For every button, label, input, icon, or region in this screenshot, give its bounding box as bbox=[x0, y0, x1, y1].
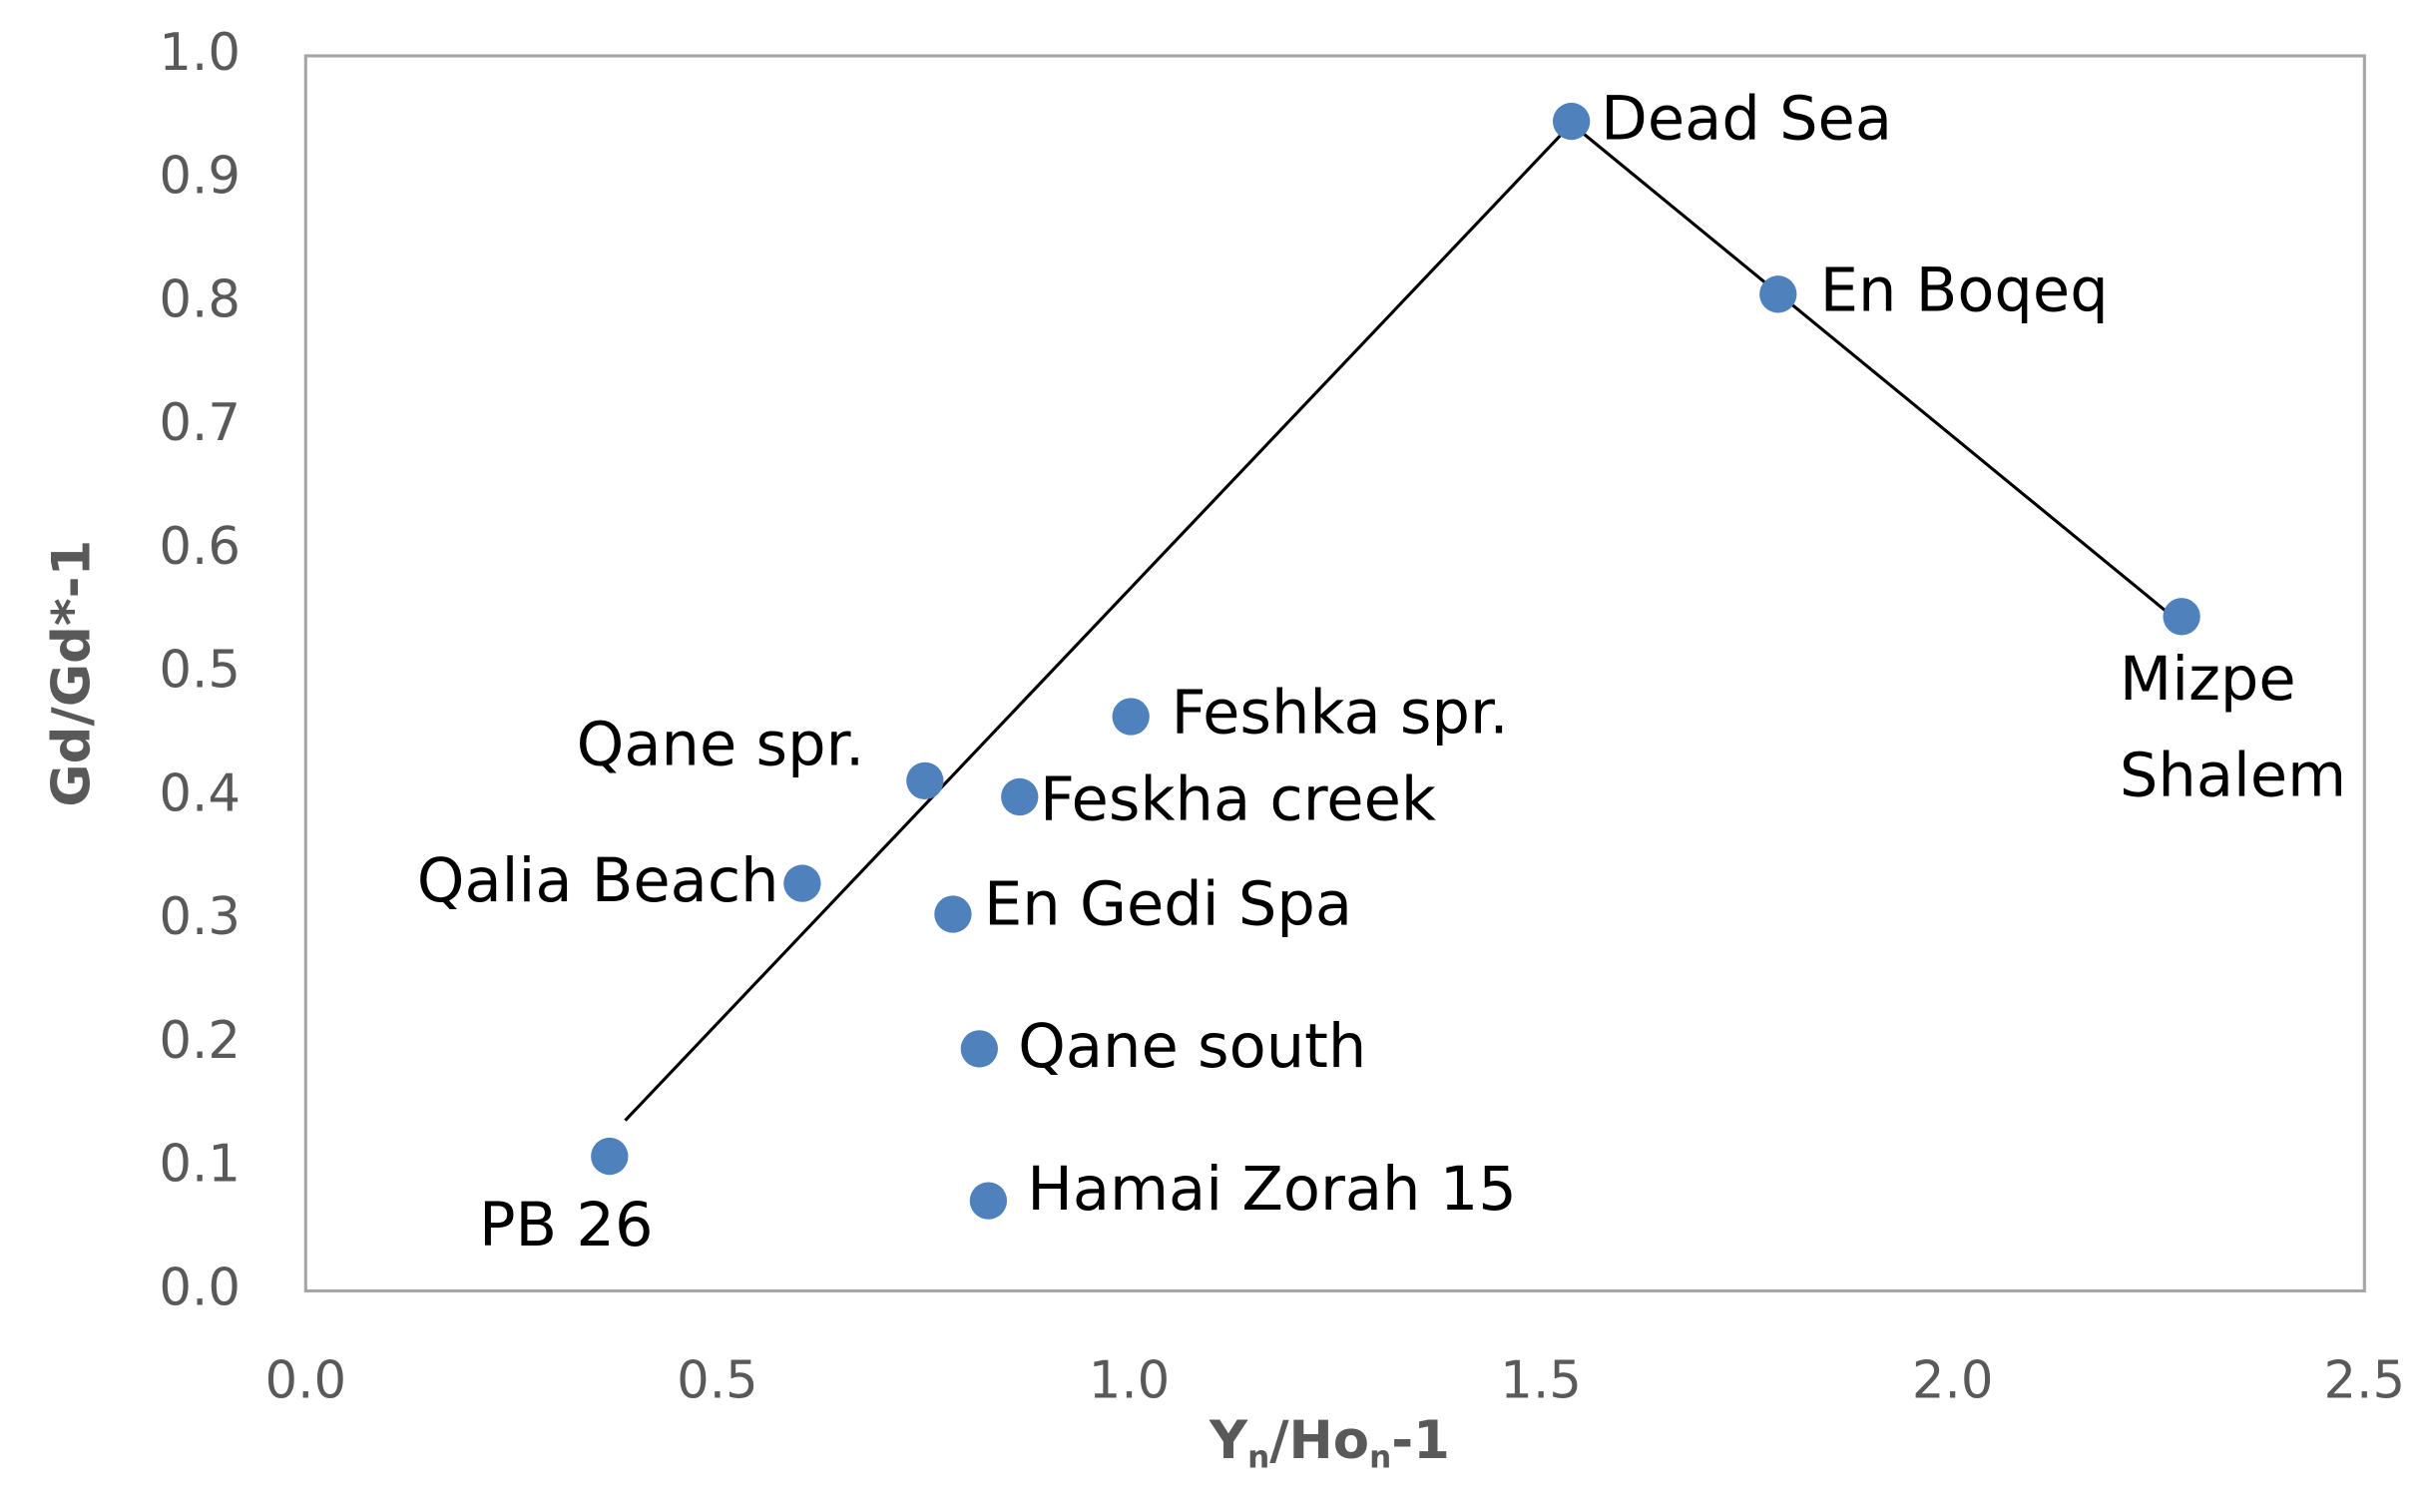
y-axis-title: Gd/Gd*-1 bbox=[41, 540, 102, 807]
y-tick-label: 0.7 bbox=[159, 393, 241, 453]
point bbox=[1112, 698, 1150, 736]
point-label: Qalia Beach bbox=[417, 846, 779, 916]
x-axis-title: Yn/Hon-1 bbox=[1209, 1409, 1450, 1475]
point-label: Shalem bbox=[2120, 742, 2346, 811]
point-label: Feskha creek bbox=[1040, 764, 1436, 834]
point-label: Qane south bbox=[1018, 1012, 1366, 1082]
x-tick-label: 0.0 bbox=[265, 1351, 347, 1411]
y-tick-label: 0.0 bbox=[159, 1258, 241, 1317]
y-tick-label: 0.6 bbox=[159, 517, 241, 577]
point-label: Qane spr. bbox=[577, 710, 865, 779]
point bbox=[960, 1030, 998, 1068]
x-axis-title-part: n bbox=[1369, 1439, 1391, 1475]
point bbox=[1001, 777, 1039, 816]
x-tick-label: 0.5 bbox=[677, 1351, 758, 1411]
y-tick-label: 1.0 bbox=[159, 23, 241, 83]
point-label: Hamai Zorah 15 bbox=[1027, 1155, 1517, 1225]
y-tick-label: 0.8 bbox=[159, 269, 241, 329]
plot-frame bbox=[303, 54, 2366, 1293]
x-tick-label: 1.0 bbox=[1089, 1351, 1171, 1411]
x-axis-title-part: /Ho bbox=[1269, 1409, 1369, 1470]
y-tick-label: 0.5 bbox=[159, 641, 241, 701]
point bbox=[783, 864, 821, 902]
point-label: PB 26 bbox=[479, 1191, 654, 1260]
y-tick-label: 0.4 bbox=[159, 763, 241, 823]
x-tick-label: 1.5 bbox=[1500, 1351, 1582, 1411]
point-label: En Gedi Spa bbox=[984, 869, 1352, 939]
point bbox=[934, 895, 972, 933]
x-tick-label: 2.5 bbox=[2324, 1351, 2406, 1411]
y-tick-label: 0.2 bbox=[159, 1011, 241, 1071]
point-label: Mizpe bbox=[2120, 645, 2296, 715]
point bbox=[2163, 598, 2200, 636]
point-label: Dead Sea bbox=[1601, 85, 1892, 155]
x-axis-title-part: n bbox=[1247, 1439, 1269, 1475]
point bbox=[591, 1137, 629, 1176]
x-axis-title-part: Y bbox=[1209, 1409, 1248, 1470]
point-label: Feshka spr. bbox=[1172, 679, 1509, 749]
point bbox=[1759, 275, 1797, 313]
y-tick-label: 0.9 bbox=[159, 147, 241, 207]
point bbox=[969, 1182, 1008, 1220]
x-axis-title-part: -1 bbox=[1391, 1409, 1450, 1470]
y-tick-label: 0.3 bbox=[159, 887, 241, 947]
point-label: En Boqeq bbox=[1820, 255, 2109, 325]
x-tick-label: 2.0 bbox=[1912, 1351, 1994, 1411]
point bbox=[1552, 102, 1591, 141]
y-tick-label: 0.1 bbox=[159, 1135, 241, 1195]
point bbox=[906, 761, 944, 800]
